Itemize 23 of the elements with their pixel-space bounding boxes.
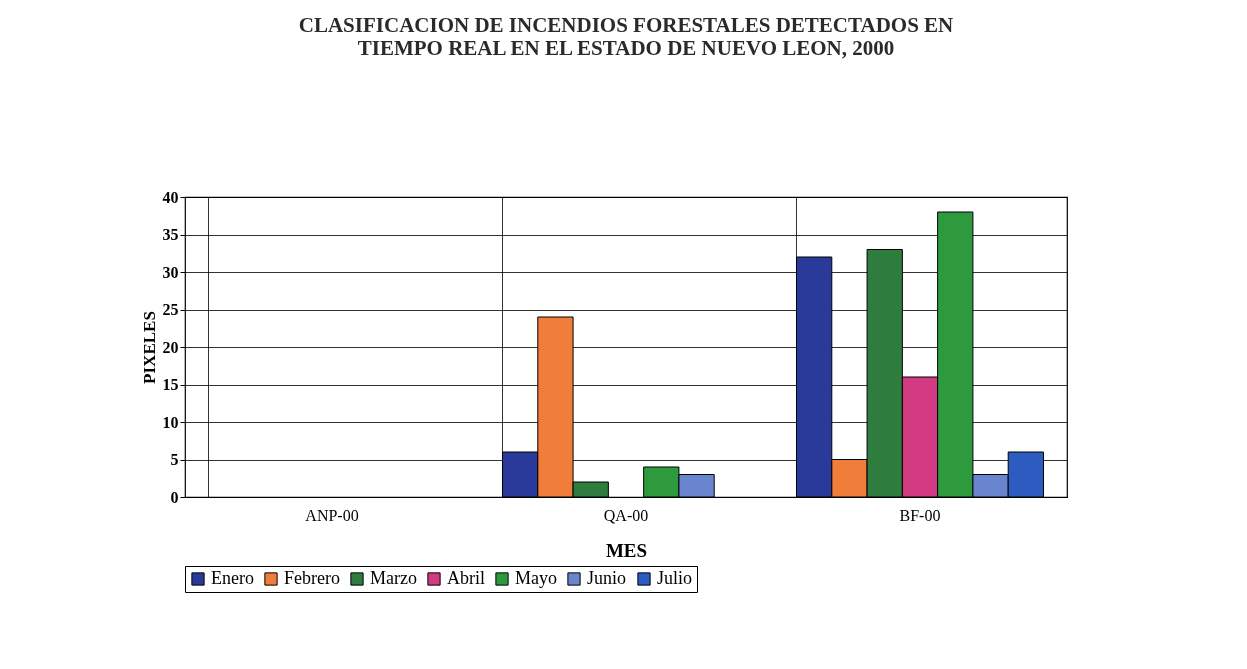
x-axis-title: MES [605,539,648,561]
legend-label: Abril [447,568,485,588]
legend-label: Febrero [284,568,340,588]
legend-label: Mayo [515,568,557,588]
y-tick-label: 10 [162,413,179,431]
text: CLASIFICACION DE INCENDIOS FORESTALES DETECTADOS EN [298,13,954,37]
y-tick-label: 15 [162,376,179,393]
y-tick-label: 20 [162,338,179,356]
y-tick-label: 40 [162,188,179,206]
y-tick-label: 0 [170,488,179,506]
legend-label: Julio [657,568,693,588]
text: TIEMPO REAL EN EL ESTADO DE NUEVO LEON, 2000 [357,36,895,60]
y-tick-label: 35 [162,226,179,243]
legend-label: Enero [211,568,254,588]
legend-label: Junio [587,568,627,588]
y-tick-label: 30 [162,263,179,281]
y-tick-label: 25 [162,301,179,318]
x-tick-label: BF-00 [899,506,941,524]
legend-label: Marzo [370,568,417,588]
y-tick-label: 5 [170,451,179,468]
y-axis-title: PIXELES [139,311,159,384]
x-tick-label: ANP-00 [305,506,359,524]
x-tick-label: QA-00 [603,506,649,524]
